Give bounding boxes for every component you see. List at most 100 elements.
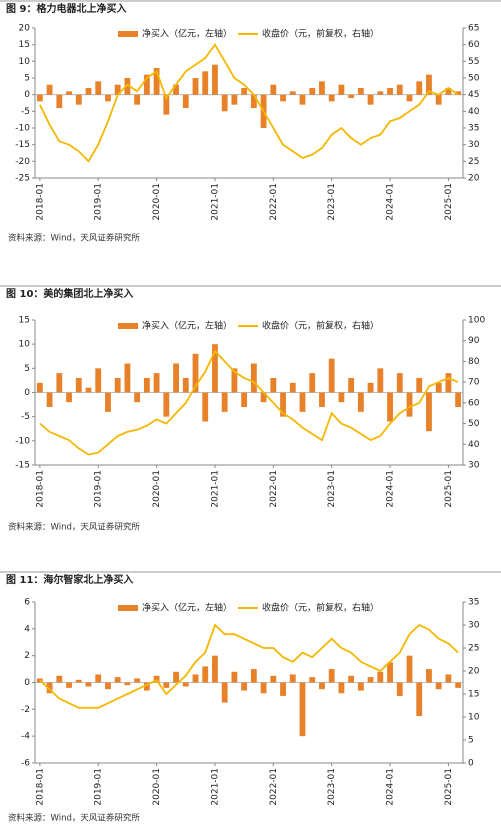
y-tick-label: -10 [15,436,30,446]
bar [348,675,355,683]
y-tick-label: 20 [19,24,31,34]
bar [338,84,345,95]
bar [212,655,218,683]
bar [289,674,296,683]
bar [250,363,257,393]
y2-tick-label: 90 [468,336,480,346]
bar [95,81,102,95]
legend-label: 收盘价（元，前复权，右轴） [262,320,379,332]
x-tick-label: 2021-01 [210,768,220,806]
bar [387,392,393,422]
bar [182,682,189,687]
bar [416,682,423,717]
bar [36,94,43,102]
price-line [39,43,459,163]
bar [319,81,325,95]
bar [367,677,374,683]
y-tick-label: 6 [24,598,30,608]
y2-tick-label: 80 [468,357,480,367]
x-tick-label: 2022-01 [269,470,279,508]
bar [163,682,170,688]
bar [250,94,257,108]
bar [455,91,462,95]
bar [280,392,286,417]
y-tick-label: -5 [21,107,30,117]
bar [134,392,141,403]
bar [66,682,72,688]
y-tick-label: -25 [15,174,30,184]
y2-tick-label: 40 [468,440,480,450]
bar [143,74,150,95]
source: 资料来源：Wind，天风证券研究所 [8,233,140,244]
y2-tick-label: 60 [468,398,480,408]
y2-tick-label: 20 [468,667,480,677]
bar [299,682,306,737]
bar [202,392,209,422]
y2-tick-label: 55 [468,57,479,67]
bar [163,392,170,417]
bar [56,373,63,393]
x-tick-label: 2022-01 [269,768,279,806]
legend-label: 收盘价（元，前复权，右轴） [262,602,379,614]
y2-tick-label: 0 [468,759,474,769]
chart-title: 图 11：海尔智家北上净买入 [6,573,133,586]
legend-label: 净买入（亿元，左轴） [142,602,232,614]
y-tick-label: -6 [21,759,30,769]
bar [221,682,228,703]
y-tick-label: -4 [21,732,30,742]
bar [114,378,121,393]
bar [299,94,306,105]
bar [153,68,160,95]
bar [377,671,384,683]
y-tick-label: 0 [24,678,30,688]
bar [309,677,316,683]
bar [143,682,150,691]
x-tick-label: 2025-01 [444,470,454,508]
bar [328,669,335,683]
y2-tick-label: 5 [468,736,474,746]
y2-tick-label: 20 [468,174,480,184]
y2-tick-label: 100 [468,316,485,326]
bar [66,392,72,403]
bar [75,378,82,393]
y2-tick-label: 30 [468,621,480,631]
x-tick-label: 2025-01 [444,183,454,221]
bar [66,91,72,95]
legend-swatch [118,31,138,37]
y2-tick-label: 35 [468,598,479,608]
bar [445,88,452,95]
bar [328,358,335,393]
x-tick-label: 2019-01 [94,183,104,221]
bar [85,387,92,393]
bar [124,363,131,393]
bar [396,84,403,95]
bar [299,392,306,412]
bar [280,94,286,102]
y-tick-label: -15 [15,461,30,471]
chart-title: 图 9：格力电器北上净买入 [6,2,126,15]
y-tick-label: 10 [19,340,31,350]
bar [95,674,102,683]
y-tick-label: -10 [15,124,30,134]
y2-tick-label: 25 [468,157,479,167]
y-tick-label: 10 [19,57,31,67]
bar [56,675,63,683]
bar [46,392,53,407]
bar [260,392,267,403]
bar [445,373,452,393]
x-tick-label: 2018-01 [35,183,45,221]
x-tick-label: 2024-01 [386,768,396,806]
bar [153,675,160,683]
bar [134,678,141,683]
y2-tick-label: 15 [468,690,479,700]
source: 资料来源：Wind，天风证券研究所 [8,813,140,824]
bar [75,679,82,683]
x-tick-label: 2019-01 [94,768,104,806]
x-tick-label: 2018-01 [35,470,45,508]
bar [95,368,102,393]
y2-tick-label: 25 [468,644,479,654]
bar [357,682,364,691]
bar [182,378,189,393]
y2-tick-label: 40 [468,107,480,117]
bar [387,88,393,95]
